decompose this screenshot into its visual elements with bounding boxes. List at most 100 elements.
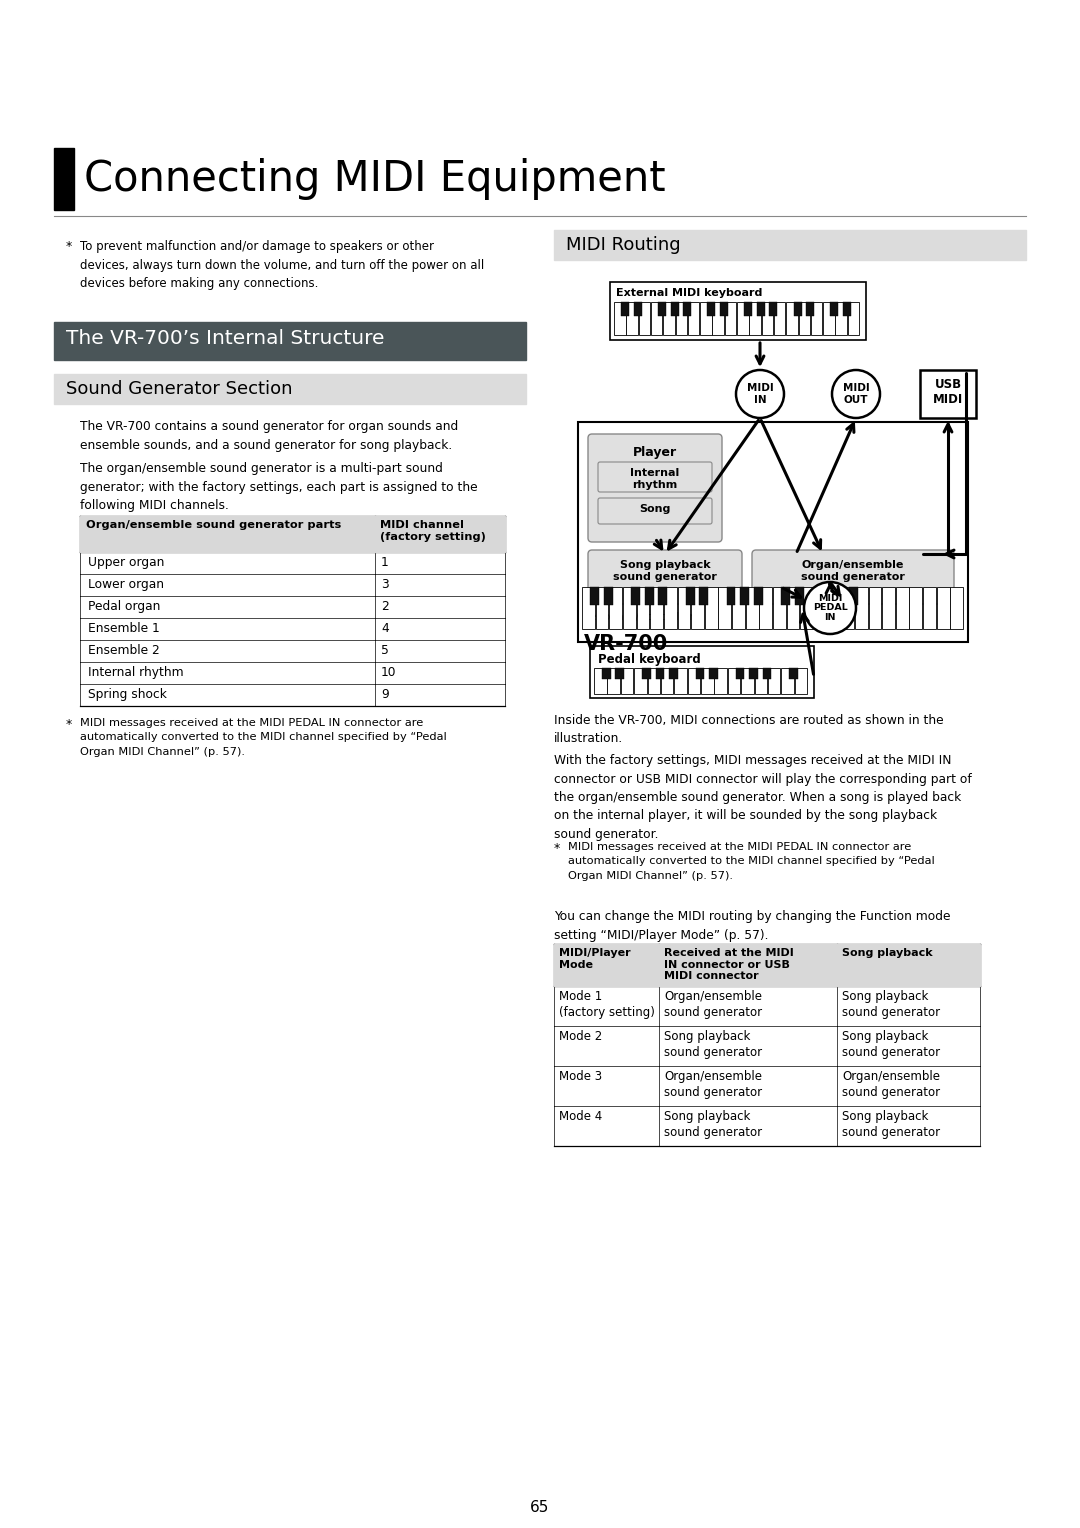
Text: Mode 2: Mode 2 xyxy=(559,1030,603,1044)
Text: 65: 65 xyxy=(530,1500,550,1514)
Text: MIDI Routing: MIDI Routing xyxy=(566,235,680,254)
Bar xyxy=(638,303,650,335)
Bar xyxy=(636,587,649,630)
Bar xyxy=(773,587,786,630)
Bar xyxy=(590,646,814,698)
Bar xyxy=(696,668,704,678)
Text: Song playback: Song playback xyxy=(842,947,933,958)
Bar xyxy=(700,587,708,605)
Bar xyxy=(710,668,718,678)
Text: *: * xyxy=(66,240,72,254)
Bar xyxy=(615,303,625,335)
Bar xyxy=(604,587,612,605)
Text: Keyboard/Controllers: Keyboard/Controllers xyxy=(584,613,701,622)
Bar xyxy=(823,303,835,335)
Text: Organ/ensemble sound generator parts: Organ/ensemble sound generator parts xyxy=(86,520,341,530)
Bar xyxy=(656,668,664,678)
Text: MIDI messages received at the MIDI PEDAL IN connector are
automatically converte: MIDI messages received at the MIDI PEDAL… xyxy=(568,842,935,880)
Text: 4: 4 xyxy=(381,622,389,636)
Bar xyxy=(855,587,867,630)
Bar xyxy=(781,668,794,694)
Bar xyxy=(769,303,777,316)
Bar xyxy=(691,587,704,630)
Bar xyxy=(54,148,75,209)
Bar xyxy=(54,374,526,403)
Text: With the factory settings, MIDI messages received at the MIDI IN
connector or US: With the factory settings, MIDI messages… xyxy=(554,753,972,840)
Bar xyxy=(740,587,750,605)
Bar xyxy=(54,322,526,361)
Text: Song playback
sound generator: Song playback sound generator xyxy=(664,1109,762,1138)
Bar xyxy=(836,303,847,335)
Text: 2: 2 xyxy=(381,601,389,613)
Bar xyxy=(786,303,798,335)
Bar xyxy=(781,587,791,605)
Bar xyxy=(663,303,675,335)
Bar xyxy=(621,668,633,694)
Bar xyxy=(737,303,748,335)
Bar xyxy=(827,587,840,630)
Bar xyxy=(728,668,740,694)
Bar xyxy=(795,587,804,605)
Text: Mode 1
(factory setting): Mode 1 (factory setting) xyxy=(559,990,654,1019)
Bar xyxy=(554,231,1026,260)
Bar xyxy=(705,587,717,630)
Text: 10: 10 xyxy=(381,666,396,678)
Text: Song playback
sound generator: Song playback sound generator xyxy=(842,1030,940,1059)
Bar xyxy=(757,303,765,316)
Text: Internal rhythm: Internal rhythm xyxy=(87,666,184,678)
Text: Inside the VR-700, MIDI connections are routed as shown in the
illustration.: Inside the VR-700, MIDI connections are … xyxy=(554,714,944,746)
Bar xyxy=(841,587,854,630)
Text: MIDI messages received at the MIDI PEDAL IN connector are
automatically converte: MIDI messages received at the MIDI PEDAL… xyxy=(80,718,447,756)
Bar xyxy=(713,303,724,335)
FancyBboxPatch shape xyxy=(588,434,723,542)
Bar xyxy=(806,303,814,316)
Bar xyxy=(761,303,773,335)
Bar xyxy=(80,516,505,552)
Bar xyxy=(798,303,810,335)
Text: Connecting MIDI Equipment: Connecting MIDI Equipment xyxy=(84,157,665,200)
Text: Lower organ: Lower organ xyxy=(87,578,164,591)
Bar xyxy=(594,668,607,694)
Text: 9: 9 xyxy=(381,688,389,701)
Bar xyxy=(774,303,785,335)
Circle shape xyxy=(804,582,856,634)
Text: Organ/ensemble
sound generator: Organ/ensemble sound generator xyxy=(664,990,762,1019)
Bar xyxy=(607,668,620,694)
FancyBboxPatch shape xyxy=(588,550,742,604)
Bar xyxy=(849,587,859,605)
Text: External MIDI keyboard: External MIDI keyboard xyxy=(616,287,762,298)
Bar xyxy=(659,587,667,605)
Text: Upper organ: Upper organ xyxy=(87,556,164,568)
Text: Organ/ensemble
sound generator: Organ/ensemble sound generator xyxy=(664,1070,762,1099)
Bar xyxy=(634,668,647,694)
Text: The organ/ensemble sound generator is a multi-part sound
generator; with the fac: The organ/ensemble sound generator is a … xyxy=(80,461,477,512)
Text: Received at the MIDI
IN connector or USB
MIDI connector: Received at the MIDI IN connector or USB… xyxy=(664,947,794,981)
Bar xyxy=(727,587,735,605)
Text: Song playback
sound generator: Song playback sound generator xyxy=(842,990,940,1019)
Bar xyxy=(714,668,727,694)
Bar xyxy=(621,303,630,316)
Text: Organ/ensemble
sound generator: Organ/ensemble sound generator xyxy=(842,1070,940,1099)
Bar xyxy=(789,668,798,678)
Text: USB
MIDI: USB MIDI xyxy=(933,377,963,406)
Text: Mode 4: Mode 4 xyxy=(559,1109,603,1123)
Bar xyxy=(923,587,936,630)
Bar xyxy=(831,303,838,316)
Bar xyxy=(786,587,799,630)
Bar xyxy=(936,587,949,630)
Text: The VR-700 contains a sound generator for organ sounds and
ensemble sounds, and : The VR-700 contains a sound generator fo… xyxy=(80,420,458,451)
Bar xyxy=(700,303,712,335)
Bar xyxy=(744,303,753,316)
Bar xyxy=(659,303,666,316)
Bar xyxy=(643,668,651,678)
Text: Ensemble 2: Ensemble 2 xyxy=(87,643,160,657)
Bar xyxy=(675,303,687,335)
Text: Pedal organ: Pedal organ xyxy=(87,601,160,613)
Text: Ensemble 1: Ensemble 1 xyxy=(87,622,160,636)
Bar xyxy=(909,587,922,630)
Bar xyxy=(671,303,678,316)
Text: Song playback
sound generator: Song playback sound generator xyxy=(613,559,717,582)
Text: MIDI
PEDAL
IN: MIDI PEDAL IN xyxy=(812,594,848,622)
Circle shape xyxy=(832,370,880,419)
FancyBboxPatch shape xyxy=(598,461,712,492)
